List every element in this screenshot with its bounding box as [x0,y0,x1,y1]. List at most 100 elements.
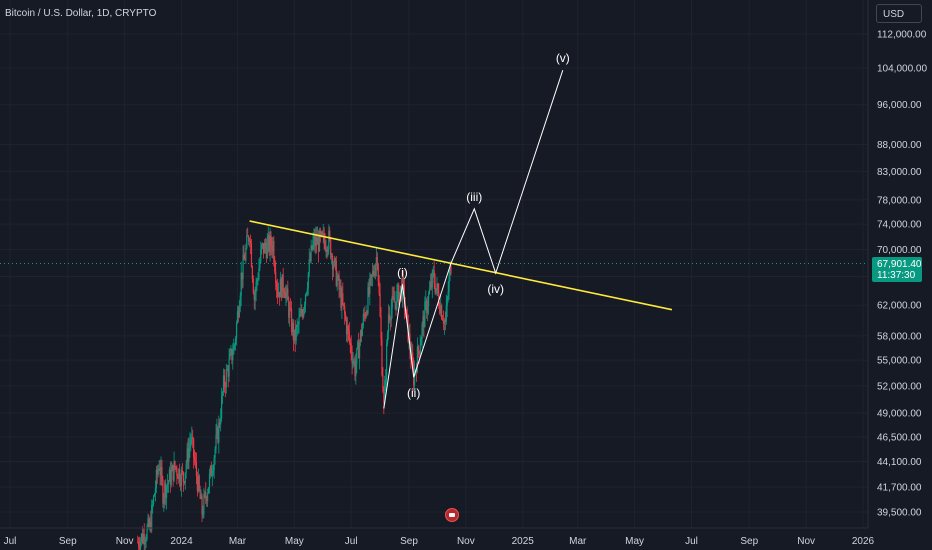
candle-body [312,239,314,250]
candle-body [177,475,179,480]
candle-body [143,533,145,545]
elliott-wave-path [383,70,564,409]
candle-body [193,438,195,458]
time-tick-label: 2026 [852,536,875,547]
candle-body [441,318,444,321]
candle-body [381,338,383,375]
candle-body [225,369,227,388]
candle-body [210,466,212,477]
candle-body [265,247,267,259]
candle-body [298,316,300,325]
candle-body [366,312,368,314]
candle-body [256,280,258,282]
candle-body [223,375,226,387]
candle-body [431,271,433,288]
candle-body [282,274,284,291]
price-tick-label: 112,000.00 [877,30,927,41]
candle-body [376,257,378,265]
candle-body [189,443,191,448]
candle-body [361,325,363,336]
candle-body [374,265,377,276]
candle-body [235,338,237,345]
candle-body [262,243,265,254]
last-price: 67,901.40 [877,259,922,270]
candle-body [230,349,232,354]
candle-body [354,361,356,377]
wave-label: (ii) [407,386,420,400]
candle-body [180,482,182,486]
candle-body [293,329,295,341]
candle-body [331,255,333,258]
currency-button[interactable]: USD [876,4,922,23]
event-marker-icon[interactable] [445,508,459,522]
candle-body [224,386,226,388]
price-tick-label: 41,700.00 [877,483,922,494]
candle-body [341,293,343,308]
candle-body [158,468,160,470]
time-tick-label: May [625,536,644,547]
candle-body [206,497,208,502]
candle-body [240,272,242,296]
candle-body [370,274,372,278]
trendline [249,220,673,311]
candle-body [317,237,320,252]
candle-body [430,282,432,288]
candle-body [303,304,306,309]
candle-body [284,292,286,299]
candle-body [161,466,163,480]
candle-body [213,457,215,471]
candle-body [358,341,360,359]
candle-body [200,495,202,499]
candle-body [303,308,305,318]
candle-body [388,314,391,320]
candle-body [175,466,177,469]
candle-body [164,483,166,498]
candle-body [316,236,318,245]
candle-body [317,237,319,245]
candle-body [139,540,142,550]
candle-body [277,292,280,297]
price-tick-label: 55,000.00 [877,356,922,367]
candle-body [363,314,365,315]
candle-body [304,294,307,305]
candle-body [396,291,398,309]
candle-body [395,301,397,309]
candle-body [154,488,157,495]
candle-body [238,307,240,317]
candle-body [334,258,336,261]
candle-body [156,469,158,475]
candle-body [369,277,371,294]
candle-body [386,332,389,344]
candle-body [138,546,141,550]
candle-body [392,295,394,298]
candle-body [209,466,212,474]
candle-body [368,287,370,294]
candle-body [185,464,187,473]
candle-body [394,301,396,303]
candle-body [346,325,349,335]
candle-body [417,346,419,352]
candle-body [337,275,339,279]
candle-body [324,241,326,250]
candle-body [362,314,364,326]
price-tick-label: 58,000.00 [877,331,922,342]
wave-label: (i) [397,265,408,279]
candle-body [422,316,424,325]
candle-body [138,542,140,547]
candle-body [274,262,276,272]
candle-body [330,238,332,258]
candle-body [416,346,418,373]
candle-body [313,236,315,240]
candle-body [448,275,450,292]
price-tick-label: 104,000.00 [877,63,927,74]
price-tick-label: 78,000.00 [877,195,922,206]
candle-body [285,292,287,299]
candle-body [144,541,146,545]
candle-body [219,422,221,425]
time-tick-label: Sep [740,536,758,547]
candle-body [391,295,393,309]
candle-body [237,311,239,317]
candle-body [318,230,321,252]
candle-body [336,278,338,286]
